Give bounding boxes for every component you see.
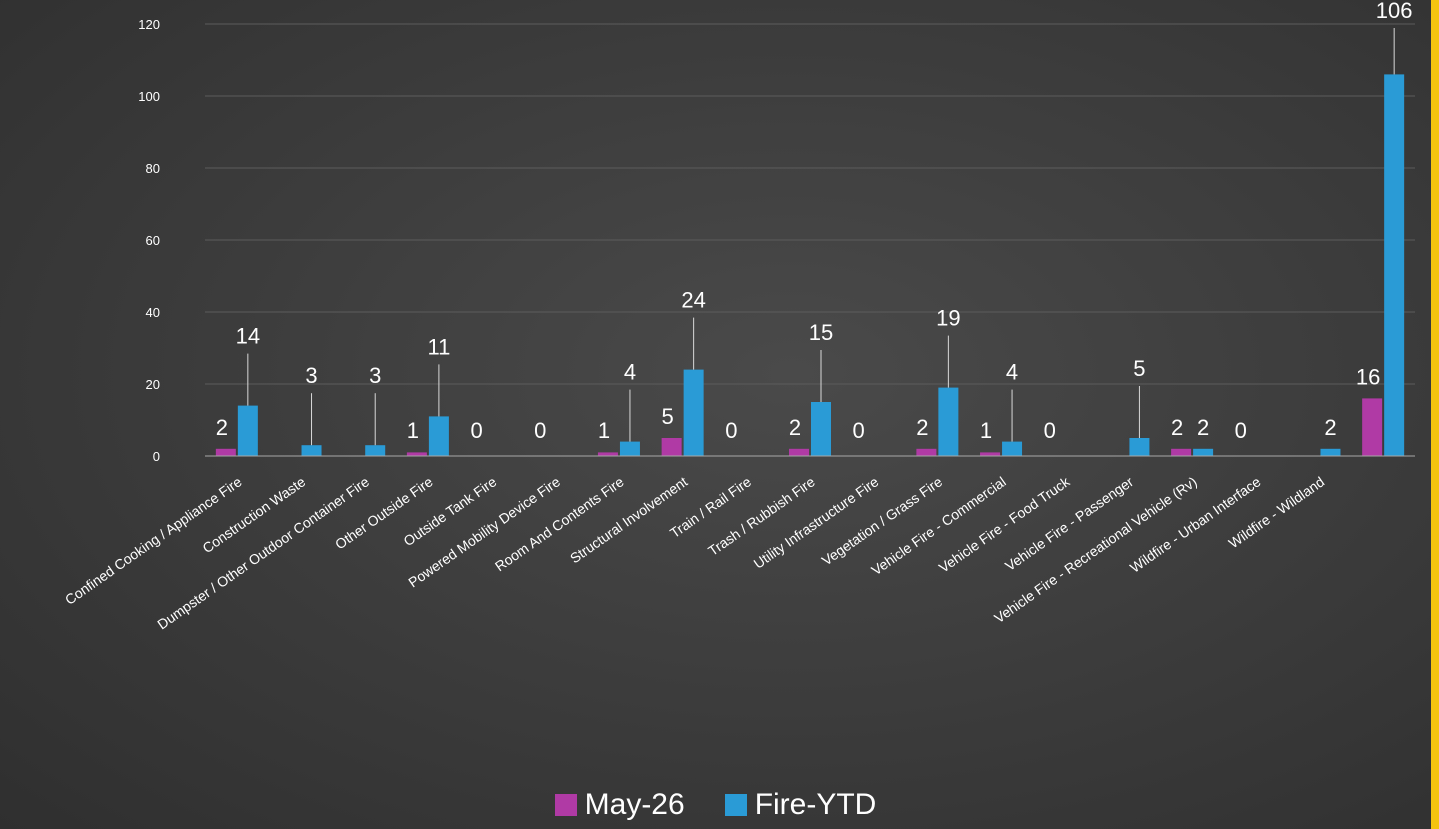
bar-may bbox=[406, 452, 427, 456]
bar-ytd bbox=[1129, 438, 1150, 456]
data-label-ytd: 3 bbox=[369, 363, 381, 388]
y-tick-label: 20 bbox=[146, 377, 160, 392]
bar-ytd bbox=[1193, 448, 1214, 456]
data-label-ytd: 14 bbox=[236, 324, 260, 349]
data-label-ytd: 24 bbox=[681, 288, 705, 313]
bar-ytd bbox=[811, 402, 831, 456]
data-label-may: 0 bbox=[534, 418, 546, 443]
bar-may bbox=[789, 448, 809, 456]
bar-ytd bbox=[619, 441, 640, 456]
legend-label-ytd: Fire-YTD bbox=[754, 788, 877, 821]
legend-item-ytd: Fire-YTD bbox=[724, 788, 877, 822]
data-label-may: 16 bbox=[1356, 364, 1380, 389]
x-category-label: Vegetation / Grass Fire bbox=[819, 473, 946, 568]
data-label-may: 0 bbox=[1235, 418, 1247, 443]
data-label-ytd: 5 bbox=[1133, 356, 1145, 381]
data-label-ytd: 19 bbox=[936, 306, 960, 331]
data-label-ytd: 3 bbox=[305, 363, 317, 388]
x-category-label: Construction Waste bbox=[199, 473, 308, 556]
bar-ytd bbox=[428, 416, 449, 456]
data-label-may: 2 bbox=[1171, 415, 1183, 440]
bar-ytd bbox=[1320, 448, 1341, 456]
bar-may bbox=[215, 448, 236, 456]
y-tick-label: 80 bbox=[146, 161, 160, 176]
bar-ytd bbox=[301, 445, 322, 456]
data-label-may: 0 bbox=[1044, 418, 1056, 443]
data-label-may: 5 bbox=[662, 404, 674, 429]
bar-may bbox=[980, 452, 1001, 456]
data-label-ytd: 4 bbox=[1006, 360, 1018, 385]
data-label-ytd: 11 bbox=[427, 334, 450, 359]
y-tick-label: 60 bbox=[146, 233, 160, 248]
data-label-may: 2 bbox=[216, 415, 228, 440]
legend-label-may: May-26 bbox=[584, 788, 685, 821]
bar-ytd bbox=[365, 445, 386, 456]
bar-may bbox=[1171, 448, 1192, 456]
data-label-may: 0 bbox=[470, 418, 482, 443]
data-label-ytd: 15 bbox=[809, 320, 833, 345]
y-tick-label: 100 bbox=[138, 89, 160, 104]
x-category-label: Trash / Rubbish Fire bbox=[705, 473, 818, 559]
leader-lines bbox=[247, 28, 1395, 446]
bar-ytd bbox=[237, 405, 258, 456]
bar-may bbox=[1362, 398, 1383, 456]
data-label-may: 2 bbox=[916, 415, 928, 440]
x-category-label: Structural Involvement bbox=[567, 473, 690, 566]
y-tick-label: 40 bbox=[146, 305, 160, 320]
bar-ytd bbox=[683, 369, 704, 456]
legend: May-26 Fire-YTD bbox=[0, 788, 1431, 822]
gridlines bbox=[205, 23, 1415, 385]
x-axis: Confined Cooking / Appliance FireConstru… bbox=[62, 455, 1415, 632]
bar-ytd bbox=[938, 387, 959, 456]
data-label-may: 1 bbox=[407, 418, 419, 443]
bar-may bbox=[916, 448, 937, 456]
right-border bbox=[1431, 0, 1439, 829]
data-label-may: 1 bbox=[598, 418, 610, 443]
bar-ytd bbox=[1002, 441, 1023, 456]
data-label-may: 1 bbox=[980, 418, 992, 443]
legend-swatch-ytd bbox=[724, 794, 747, 816]
bar-may bbox=[661, 438, 682, 456]
bar-ytd bbox=[1384, 74, 1405, 457]
data-label-may: 2 bbox=[789, 415, 801, 440]
data-label-may: 0 bbox=[725, 418, 737, 443]
bars bbox=[215, 74, 1405, 457]
y-tick-label: 0 bbox=[153, 449, 160, 464]
bar-may bbox=[597, 452, 618, 456]
legend-item-may: May-26 bbox=[554, 788, 685, 822]
x-category-label: Dumpster / Other Outdoor Container Fire bbox=[154, 473, 372, 632]
x-category-label: Utility Infrastructure Fire bbox=[751, 473, 882, 571]
legend-swatch-may bbox=[554, 794, 577, 816]
y-tick-label: 120 bbox=[138, 17, 160, 32]
data-label-ytd: 2 bbox=[1324, 415, 1336, 440]
y-axis: 0 20 40 60 80 100 120 bbox=[138, 17, 160, 464]
data-label-ytd: 106 bbox=[1376, 0, 1413, 23]
data-label-ytd: 2 bbox=[1197, 415, 1209, 440]
data-label-ytd: 4 bbox=[624, 360, 636, 385]
data-label-may: 0 bbox=[853, 418, 865, 443]
